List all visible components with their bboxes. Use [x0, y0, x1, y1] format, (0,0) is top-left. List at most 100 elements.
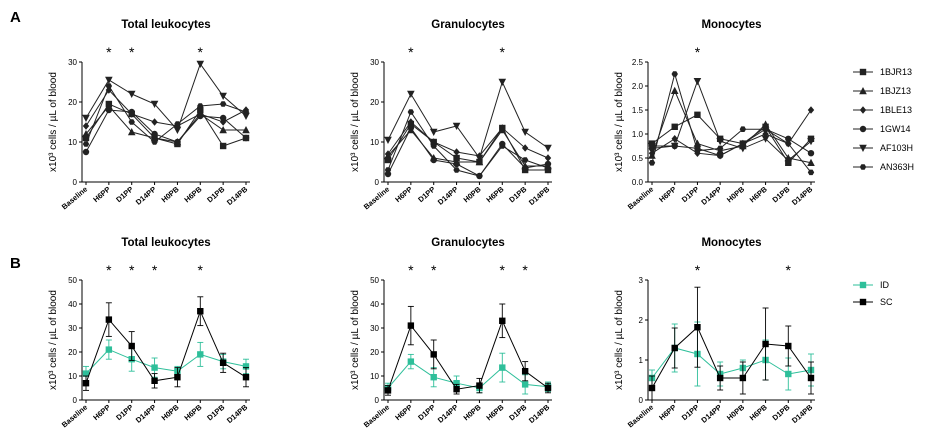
y-tick-label: 1.5 [632, 106, 644, 115]
data-point [784, 157, 793, 165]
x-tick-label: H6PB [182, 402, 204, 422]
legend-label: ID [880, 280, 890, 290]
data-point [648, 384, 656, 392]
x-tick-label: H6PP [657, 185, 678, 204]
data-point [544, 384, 552, 392]
chart-title: Monocytes [701, 19, 761, 31]
series-line [85, 62, 247, 131]
series-line [651, 326, 812, 389]
chart-panel-4: Total leukocytes 0 10 20 30 40 50 x10³ cells / … [48, 237, 250, 429]
series-line [387, 110, 549, 177]
data-point [475, 154, 484, 162]
y-tick-label: 20 [370, 98, 379, 107]
significance-star: * [695, 262, 701, 278]
x-tick-label: H6PB [748, 402, 770, 422]
series-sc [384, 303, 552, 396]
legend-label: AF103H [880, 143, 913, 153]
data-point [693, 78, 702, 86]
legend-label: 1BJZ13 [880, 86, 911, 96]
data-point [671, 135, 678, 143]
data-point [197, 308, 204, 315]
chart-title: Granulocytes [431, 237, 505, 249]
y-tick-label: 0.5 [632, 154, 644, 163]
data-point [128, 108, 135, 116]
series-an363h [82, 83, 250, 147]
y-tick-label: 40 [370, 300, 379, 309]
data-point [807, 374, 815, 382]
data-point [430, 143, 437, 149]
chart-title: Total leukocytes [121, 237, 210, 249]
x-tick-label: H0PB [462, 184, 484, 204]
series-an363h [648, 71, 815, 176]
significance-star: * [695, 44, 701, 60]
data-point [648, 160, 656, 166]
y-tick-label: 20 [370, 348, 379, 357]
data-point [407, 322, 415, 329]
legend-marker [859, 164, 867, 170]
data-point [105, 316, 113, 323]
chart-panel-1: Total leukocytes 0 10 20 30 x10³ cells / µL o… [48, 19, 250, 211]
data-point [762, 340, 769, 348]
x-tick-label: D14PP [699, 185, 723, 207]
significance-star: * [129, 262, 135, 278]
series-id [648, 321, 815, 391]
data-point [670, 86, 679, 94]
data-point [219, 114, 227, 122]
series-line [651, 72, 812, 173]
y-tick-label: 3 [639, 276, 644, 285]
data-point [105, 346, 113, 353]
series-line [387, 129, 548, 167]
data-point [128, 119, 135, 125]
data-point [197, 103, 204, 109]
significance-star: * [198, 44, 204, 60]
data-point [739, 126, 747, 132]
data-point [430, 156, 437, 164]
panel-letter-b: B [10, 255, 21, 272]
data-point [807, 150, 815, 157]
x-tick-label: D1PP [416, 185, 437, 204]
data-point [453, 160, 460, 168]
x-tick-label: H6PP [393, 185, 414, 204]
data-point [453, 380, 460, 387]
data-point [499, 124, 506, 132]
data-point [476, 382, 483, 389]
data-point [219, 359, 227, 366]
x-tick-label: D1PB [507, 184, 529, 204]
y-tick-label: 20 [68, 98, 77, 107]
series-sc [648, 286, 815, 401]
significance-star: * [522, 262, 528, 278]
data-point [407, 109, 415, 115]
data-point [127, 128, 136, 136]
data-point [739, 374, 747, 382]
data-point [384, 167, 392, 173]
series-1ble13 [648, 106, 815, 160]
data-point [785, 135, 792, 142]
legend-label: AN363H [880, 162, 914, 172]
chart-title: Monocytes [701, 237, 761, 249]
x-tick-label: D1PB [205, 184, 227, 204]
x-tick-label: D1PP [680, 185, 701, 204]
data-point [762, 126, 769, 132]
data-point [151, 130, 158, 138]
series-af103h [384, 78, 552, 162]
data-point [82, 141, 90, 147]
y-tick-label: 10 [370, 138, 379, 147]
data-point [430, 374, 437, 381]
data-point [807, 158, 815, 166]
legend-marker [859, 106, 867, 114]
series-line [652, 79, 812, 162]
data-point [521, 144, 529, 152]
data-point [82, 380, 90, 387]
x-tick-label: D14PB [527, 184, 552, 207]
x-tick-label: H6PB [484, 184, 506, 204]
data-point [151, 364, 158, 371]
data-point [785, 140, 792, 147]
data-point [219, 118, 227, 126]
series-line [85, 309, 247, 384]
series-line [85, 109, 247, 153]
series-line [85, 84, 247, 145]
data-point [453, 167, 460, 173]
data-point [407, 124, 415, 132]
data-point [242, 363, 250, 370]
legend-b: ID SC [853, 280, 893, 307]
